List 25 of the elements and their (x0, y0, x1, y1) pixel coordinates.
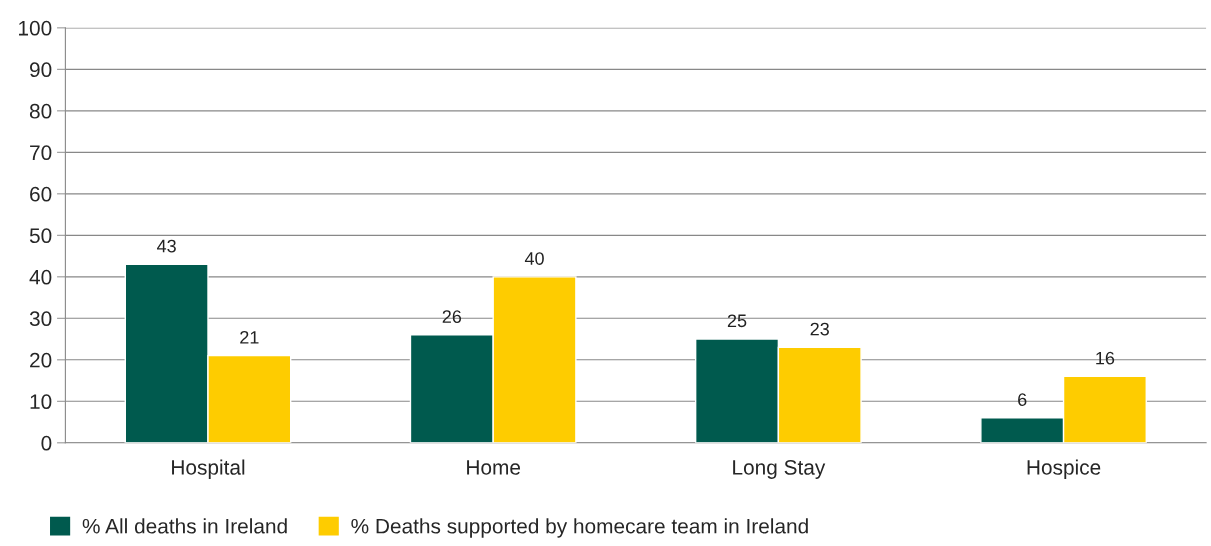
y-tick-label: 20 (30, 352, 52, 368)
x-tick-label: Hospice (1027, 459, 1101, 479)
x-tick-label: Long Stay (733, 460, 826, 479)
data-label: 23 (810, 322, 829, 336)
y-tick-label: 30 (29, 311, 52, 327)
x-tick-label: Home (467, 460, 521, 475)
data-label: 21 (240, 330, 259, 344)
y-tick-label: 10 (30, 394, 52, 410)
y-tick-label: 50 (29, 228, 52, 244)
y-tick-label: 70 (30, 145, 52, 161)
y-tick-label: 40 (29, 269, 52, 285)
y-tick-label: 0 (41, 435, 52, 451)
data-label: 26 (442, 310, 462, 324)
x-tick-label: Hospital (172, 459, 245, 479)
data-label: 25 (727, 314, 747, 328)
y-tick-label: 60 (30, 186, 52, 202)
y-tick-label: 100 (19, 20, 52, 36)
y-tick-label: 90 (30, 62, 52, 78)
legend-label: % Deaths supported by homecare team in Ireland (351, 518, 808, 538)
y-tick-label: 80 (29, 103, 52, 119)
data-label: 6 (1018, 393, 1027, 407)
data-label: 43 (157, 239, 176, 253)
data-label: 40 (524, 252, 544, 265)
data-label: 16 (1096, 351, 1115, 365)
legend-label: % All deaths in Ireland (82, 518, 287, 534)
